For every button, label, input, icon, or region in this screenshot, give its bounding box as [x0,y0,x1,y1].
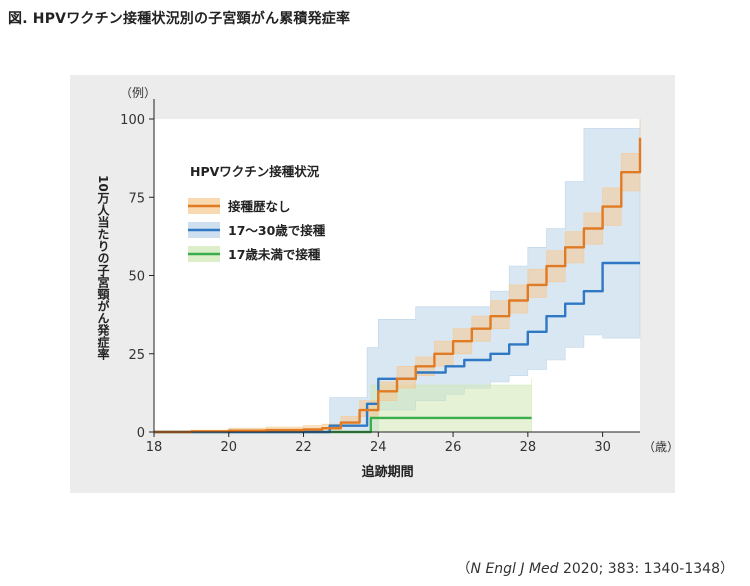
legend-label-2: 17歳未満で接種 [228,247,321,262]
chart-panel: 0 25 50 75 100 18 20 22 24 26 28 30 （例） （歳） 追跡期間 10万人当た… [70,75,675,493]
y-tick-label-100: 100 [120,113,145,128]
citation-journal: N Engl J Med [470,561,559,577]
legend-title: HPVワクチン接種状況 [190,164,320,179]
citation: （N Engl J Med 2020; 383: 1340-1348） [457,558,734,578]
series-line-1 [154,261,640,434]
legend-label-1: 17〜30歳で接種 [228,223,326,238]
y-tick-label-25: 25 [128,348,145,363]
x-tick-label-20: 20 [220,440,237,455]
figure-title: 図. HPVワクチン接種状況別の子宮頸がん累積発症率 [8,11,351,27]
x-axis-label: 追跡期間 [362,464,414,480]
x-tick-label-28: 28 [520,440,537,455]
x-tick-label-22: 22 [295,440,312,455]
citation-rest: 2020; 383: 1340-1348） [558,561,734,577]
y-axis-label: 10万人当たりの子宮頸がん発症率 [96,175,110,360]
chart-svg: 0 25 50 75 100 18 20 22 24 26 28 30 （例） （歳） 追跡期間 10万人当た… [96,86,675,480]
x-tick-label-24: 24 [370,440,387,455]
legend-label-0: 接種歴なし [228,199,291,214]
y-tick-label-75: 75 [128,191,145,206]
series-line-0 [154,137,642,434]
citation-open: （ [456,561,471,577]
x-tick-label-26: 26 [445,440,462,455]
x-unit-label: （歳） [643,440,675,454]
y-tick-label-50: 50 [128,270,145,285]
x-tick-label-18: 18 [146,440,163,455]
y-unit-label: （例） [120,86,156,100]
y-tick-label-0: 0 [137,426,145,441]
x-tick-label-30: 30 [594,440,611,455]
